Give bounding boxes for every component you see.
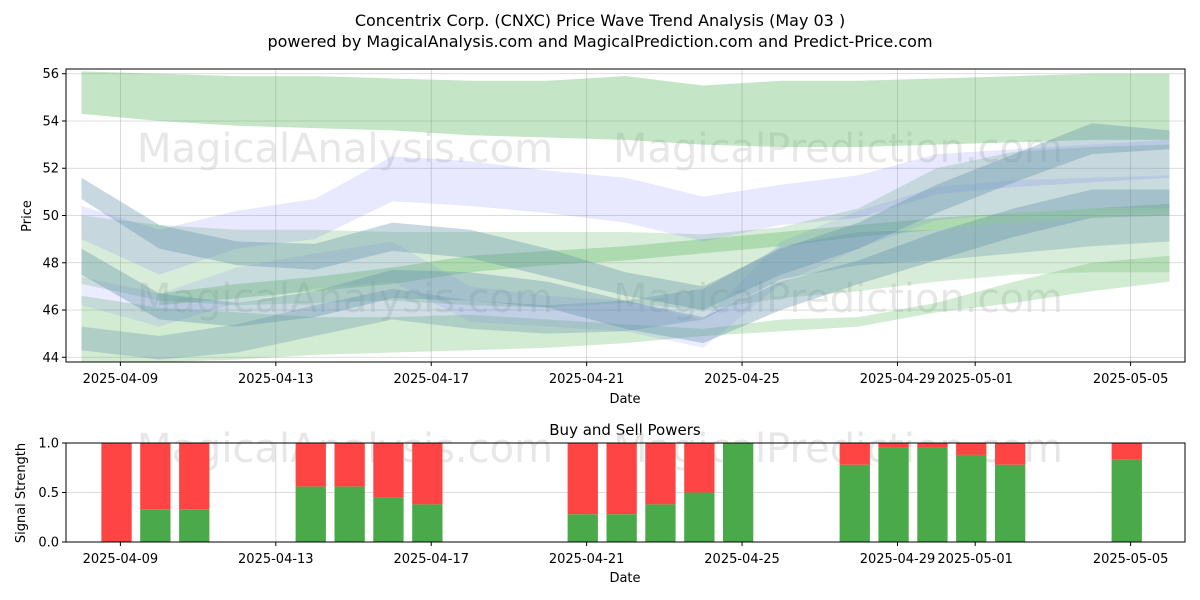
sell-power-bar <box>567 443 598 515</box>
buy-power-bar <box>684 492 715 542</box>
buy-power-bar <box>917 447 948 542</box>
sell-power-bar <box>645 443 676 505</box>
price-x-tick-label: 2025-04-21 <box>549 372 625 387</box>
price-wave-bands <box>81 71 1170 362</box>
figure-subtitle: powered by MagicalAnalysis.com and Magic… <box>267 32 932 51</box>
buy-sell-title: Buy and Sell Powers <box>549 421 701 439</box>
price-y-tick-label: 48 <box>42 256 59 271</box>
sell-power-bar <box>373 443 404 498</box>
sell-power-bar <box>179 443 210 510</box>
buy-sell-x-tick-label: 2025-04-17 <box>393 552 469 567</box>
price-x-tick-label: 2025-04-25 <box>704 372 780 387</box>
price-wave-band-8 <box>81 189 1170 344</box>
buy-sell-y-axis: 0.0 0.5 1.0 <box>38 437 66 551</box>
price-wave-band-3 <box>81 255 1170 362</box>
buy-sell-x-tick-label: 2025-04-13 <box>238 552 314 567</box>
buy-power-bar <box>140 509 171 542</box>
price-wave-band-9 <box>81 213 1170 360</box>
buy-sell-y-tick-label: 0.0 <box>38 536 59 551</box>
buy-sell-x-tick-label: 2025-04-21 <box>549 552 625 567</box>
buy-power-bar <box>723 443 754 542</box>
sell-power-bar <box>1111 443 1142 460</box>
sell-power-bar <box>334 443 365 487</box>
buy-power-bar <box>1111 459 1142 542</box>
price-x-tick-label: 2025-04-29 <box>860 372 936 387</box>
buy-sell-x-axis: 2025-04-09 2025-04-13 2025-04-17 2025-04-21… <box>83 542 1169 567</box>
price-wave-band-4 <box>159 203 1170 306</box>
price-x-axis-label: Date <box>609 392 640 407</box>
buy-power-bar <box>645 504 676 542</box>
price-y-tick-label: 56 <box>42 67 59 82</box>
price-wave-band-2 <box>81 144 1170 310</box>
buy-sell-x-tick-label: 2025-05-05 <box>1093 552 1169 567</box>
sell-power-bar <box>295 443 326 487</box>
price-x-tick-label: 2025-05-05 <box>1093 372 1169 387</box>
buy-sell-x-tick-label: 2025-04-29 <box>860 552 936 567</box>
buy-sell-x-tick-label: 2025-04-09 <box>83 552 159 567</box>
price-x-tick-label: 2025-04-13 <box>238 372 314 387</box>
buy-sell-y-tick-label: 1.0 <box>38 437 59 452</box>
price-wave-band-1 <box>81 71 1170 147</box>
sell-power-bar <box>412 443 443 505</box>
buy-sell-x-axis-label: Date <box>609 571 640 586</box>
price-wave-chart: MagicalAnalysis.com MagicalPrediction.co… <box>20 67 1186 407</box>
buy-power-bar <box>606 514 637 542</box>
price-y-axis-label: Price <box>20 200 35 232</box>
buy-sell-y-tick-label: 0.5 <box>38 486 59 501</box>
watermark-prediction-top: MagicalPrediction.com <box>613 126 1063 172</box>
price-y-axis: 44 46 48 50 52 54 56 <box>42 67 66 366</box>
buy-power-bar <box>334 486 365 542</box>
price-x-tick-label: 2025-04-09 <box>83 372 159 387</box>
sell-power-bar <box>101 443 132 542</box>
price-y-tick-label: 50 <box>42 209 59 224</box>
figure-title: Concentrix Corp. (CNXC) Price Wave Trend… <box>355 11 845 30</box>
sell-power-bar <box>995 443 1026 465</box>
buy-sell-chart: Buy and Sell Powers MagicalAnalysis.com … <box>14 421 1186 586</box>
buy-power-bar <box>878 447 909 542</box>
watermark-analysis-top: MagicalAnalysis.com <box>137 126 553 172</box>
sell-power-bar <box>878 443 909 448</box>
buy-sell-bars <box>101 443 1142 542</box>
price-y-tick-label: 46 <box>42 304 59 319</box>
price-gridlines <box>66 69 1185 362</box>
buy-power-bar <box>179 509 210 542</box>
buy-sell-x-tick-label: 2025-05-01 <box>937 552 1013 567</box>
buy-power-bar <box>373 497 404 542</box>
sell-power-bar <box>684 443 715 493</box>
sell-power-bar <box>140 443 171 510</box>
price-x-axis: 2025-04-09 2025-04-13 2025-04-17 2025-04-21… <box>83 362 1169 387</box>
price-y-tick-label: 52 <box>42 162 59 177</box>
sell-power-bar <box>917 443 948 448</box>
sell-power-bar <box>956 443 987 455</box>
price-x-tick-label: 2025-05-01 <box>937 372 1013 387</box>
buy-power-bar <box>956 454 987 542</box>
price-wave-band-6 <box>81 175 1170 348</box>
buy-power-bar <box>567 514 598 542</box>
buy-power-bar <box>839 464 870 542</box>
price-y-tick-label: 44 <box>42 351 59 366</box>
sell-power-bar <box>606 443 637 515</box>
sell-power-bar <box>839 443 870 465</box>
watermark-prediction-mid: MagicalPrediction.com <box>613 276 1063 322</box>
price-wave-band-5 <box>81 139 1170 275</box>
buy-power-bar <box>295 486 326 542</box>
buy-sell-x-tick-label: 2025-04-25 <box>704 552 780 567</box>
buy-power-bar <box>412 504 443 542</box>
price-wave-band-7 <box>81 123 1170 310</box>
watermark-analysis-mid: MagicalAnalysis.com <box>137 276 553 322</box>
buy-sell-y-axis-label: Signal Strength <box>14 443 29 543</box>
price-y-tick-label: 54 <box>42 114 59 129</box>
buy-power-bar <box>995 464 1026 542</box>
price-x-tick-label: 2025-04-17 <box>393 372 469 387</box>
